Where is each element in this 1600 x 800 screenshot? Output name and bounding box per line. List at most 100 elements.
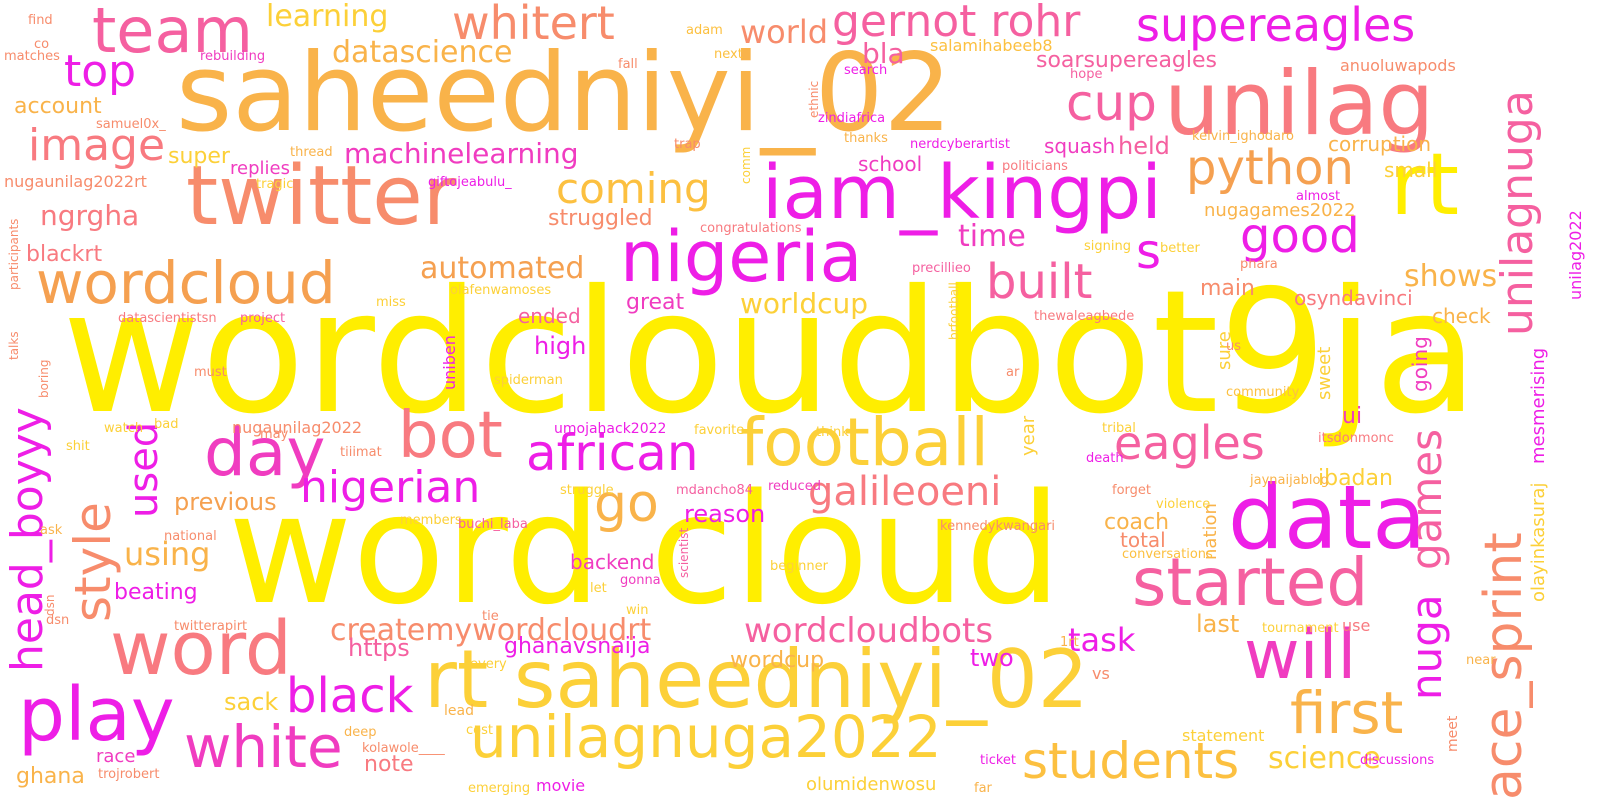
word-samuel0x: samuel0x_ [96,117,166,132]
word-replies: replies [230,158,290,179]
word-cost: cost [466,723,493,738]
word-wordcloudbot9ja: wordcloudbot9ja [62,254,1479,452]
word-better: better [1160,241,1200,256]
word-whitert: whitert [452,0,615,50]
word-adam: adam [686,23,723,38]
word-1rt: 1rt [1060,635,1079,650]
word-almost: almost [1296,189,1341,204]
word-talks: talks [7,331,21,360]
word-football: football [740,404,989,481]
word-soarsupereagles: soarsupereagles [1036,48,1218,73]
word-used: used [121,421,167,518]
word-community: community [1226,385,1300,400]
word-may: may [260,427,289,442]
word-galileoeni: galileoeni [808,469,1002,515]
word-co: co [34,37,50,52]
word-super: super [168,144,230,169]
word-ask: ask [40,523,63,538]
word-top: top [64,46,137,97]
word-nugagames2022: nugagames2022 [1204,200,1356,221]
word-bot: bot [398,399,503,473]
word-reduced: reduced [768,479,821,494]
word-vs: vs [1092,664,1110,683]
word-trojrobert: trojrobert [98,767,160,782]
word-gonna: gonna [620,573,661,588]
word-ui: ui [1342,404,1363,429]
word-brfootball: brfootball [947,282,961,340]
word-team: team [92,0,253,67]
word-high: high [534,332,587,360]
word-task: task [1068,621,1136,659]
word-nigeria: nigeria [620,216,863,298]
word-corruption: corruption [1328,132,1432,156]
word-students: students [1022,732,1240,790]
word-science: science [1268,741,1381,776]
word-watch: watch [104,421,144,436]
word-account: account [14,94,102,119]
word-day: day [204,414,326,491]
word-find: find [28,13,53,28]
word-anuoluwapods: anuoluwapods [1340,56,1456,75]
word-ghanavsnaija: ghanavsnaija [504,634,651,659]
word-bad: bad [154,417,179,432]
word-ghana: ghana [16,764,85,789]
word-beating: beating [114,580,198,605]
word-image: image [28,120,166,171]
word-time: time [958,219,1026,254]
word-spiderman: spiderman [494,373,563,388]
word-must: must [194,365,227,380]
word-uniben: uniben [440,335,459,390]
word-s: s [1136,224,1162,280]
word-next: next [714,47,743,62]
word-violence: violence [1156,497,1211,512]
word-statement: statement [1182,726,1265,745]
word-dsn-horizontal: dsn [46,613,70,628]
word-machinelearning: machinelearning [344,137,579,170]
word-phara: phara [1240,257,1278,272]
word-lead: lead [444,703,474,719]
word-win: win [626,603,649,618]
word-fall: fall [618,57,638,72]
word-good: good [1240,208,1360,264]
word-createmywordcloudrt: createmywordcloudrt [330,613,652,648]
word-nuga: nuga [1402,594,1451,700]
word-squash: squash [1044,134,1116,158]
word-datascience: datascience [332,35,513,70]
word-learning: learning [266,0,389,34]
word-precillieo: precillieo [912,261,971,276]
word-total: total [1120,528,1166,552]
word-unilag: unilag [1164,52,1435,155]
word-let: let [590,581,607,596]
word-salamihabeeb8: salamihabeeb8 [930,36,1053,55]
word-note: note [364,752,414,777]
word-struggled: struggled [548,206,653,231]
word-shows: shows [1404,259,1498,294]
word-twitter: twitter [186,149,457,244]
word-automated: automated [420,251,585,286]
word-race: race [96,746,136,767]
word-going: going [1408,336,1432,392]
word-zindiafrica: zindiafrica [818,111,886,126]
word-miss: miss [376,295,406,310]
word-iam-kingpi: iam_kingpi [762,150,1162,236]
word-olumidenwosu: olumidenwosu [806,774,937,795]
word-data: data [1228,466,1427,569]
word-us: us [1226,339,1242,354]
word-beginner: beginner [770,559,828,574]
word-unilag2022: unilag2022 [1566,210,1585,300]
word-use: use [1342,616,1371,635]
word-bla: bla [862,37,905,70]
word-members: members [400,513,462,528]
word-tribal: tribal [1102,421,1136,436]
word-national: national [164,529,217,544]
word-will: will [1244,616,1357,695]
word-thewaleagbede: thewaleagbede [1034,309,1135,324]
word-blackrt: blackrt [26,242,103,267]
word-ngrgha: ngrgha [40,199,140,232]
word-conversations: conversations [1122,547,1213,562]
word-white: white [184,713,343,781]
word-word-cloud: word cloud [228,461,1062,638]
word-year: year [1018,415,1039,456]
word-movie: movie [536,776,586,795]
